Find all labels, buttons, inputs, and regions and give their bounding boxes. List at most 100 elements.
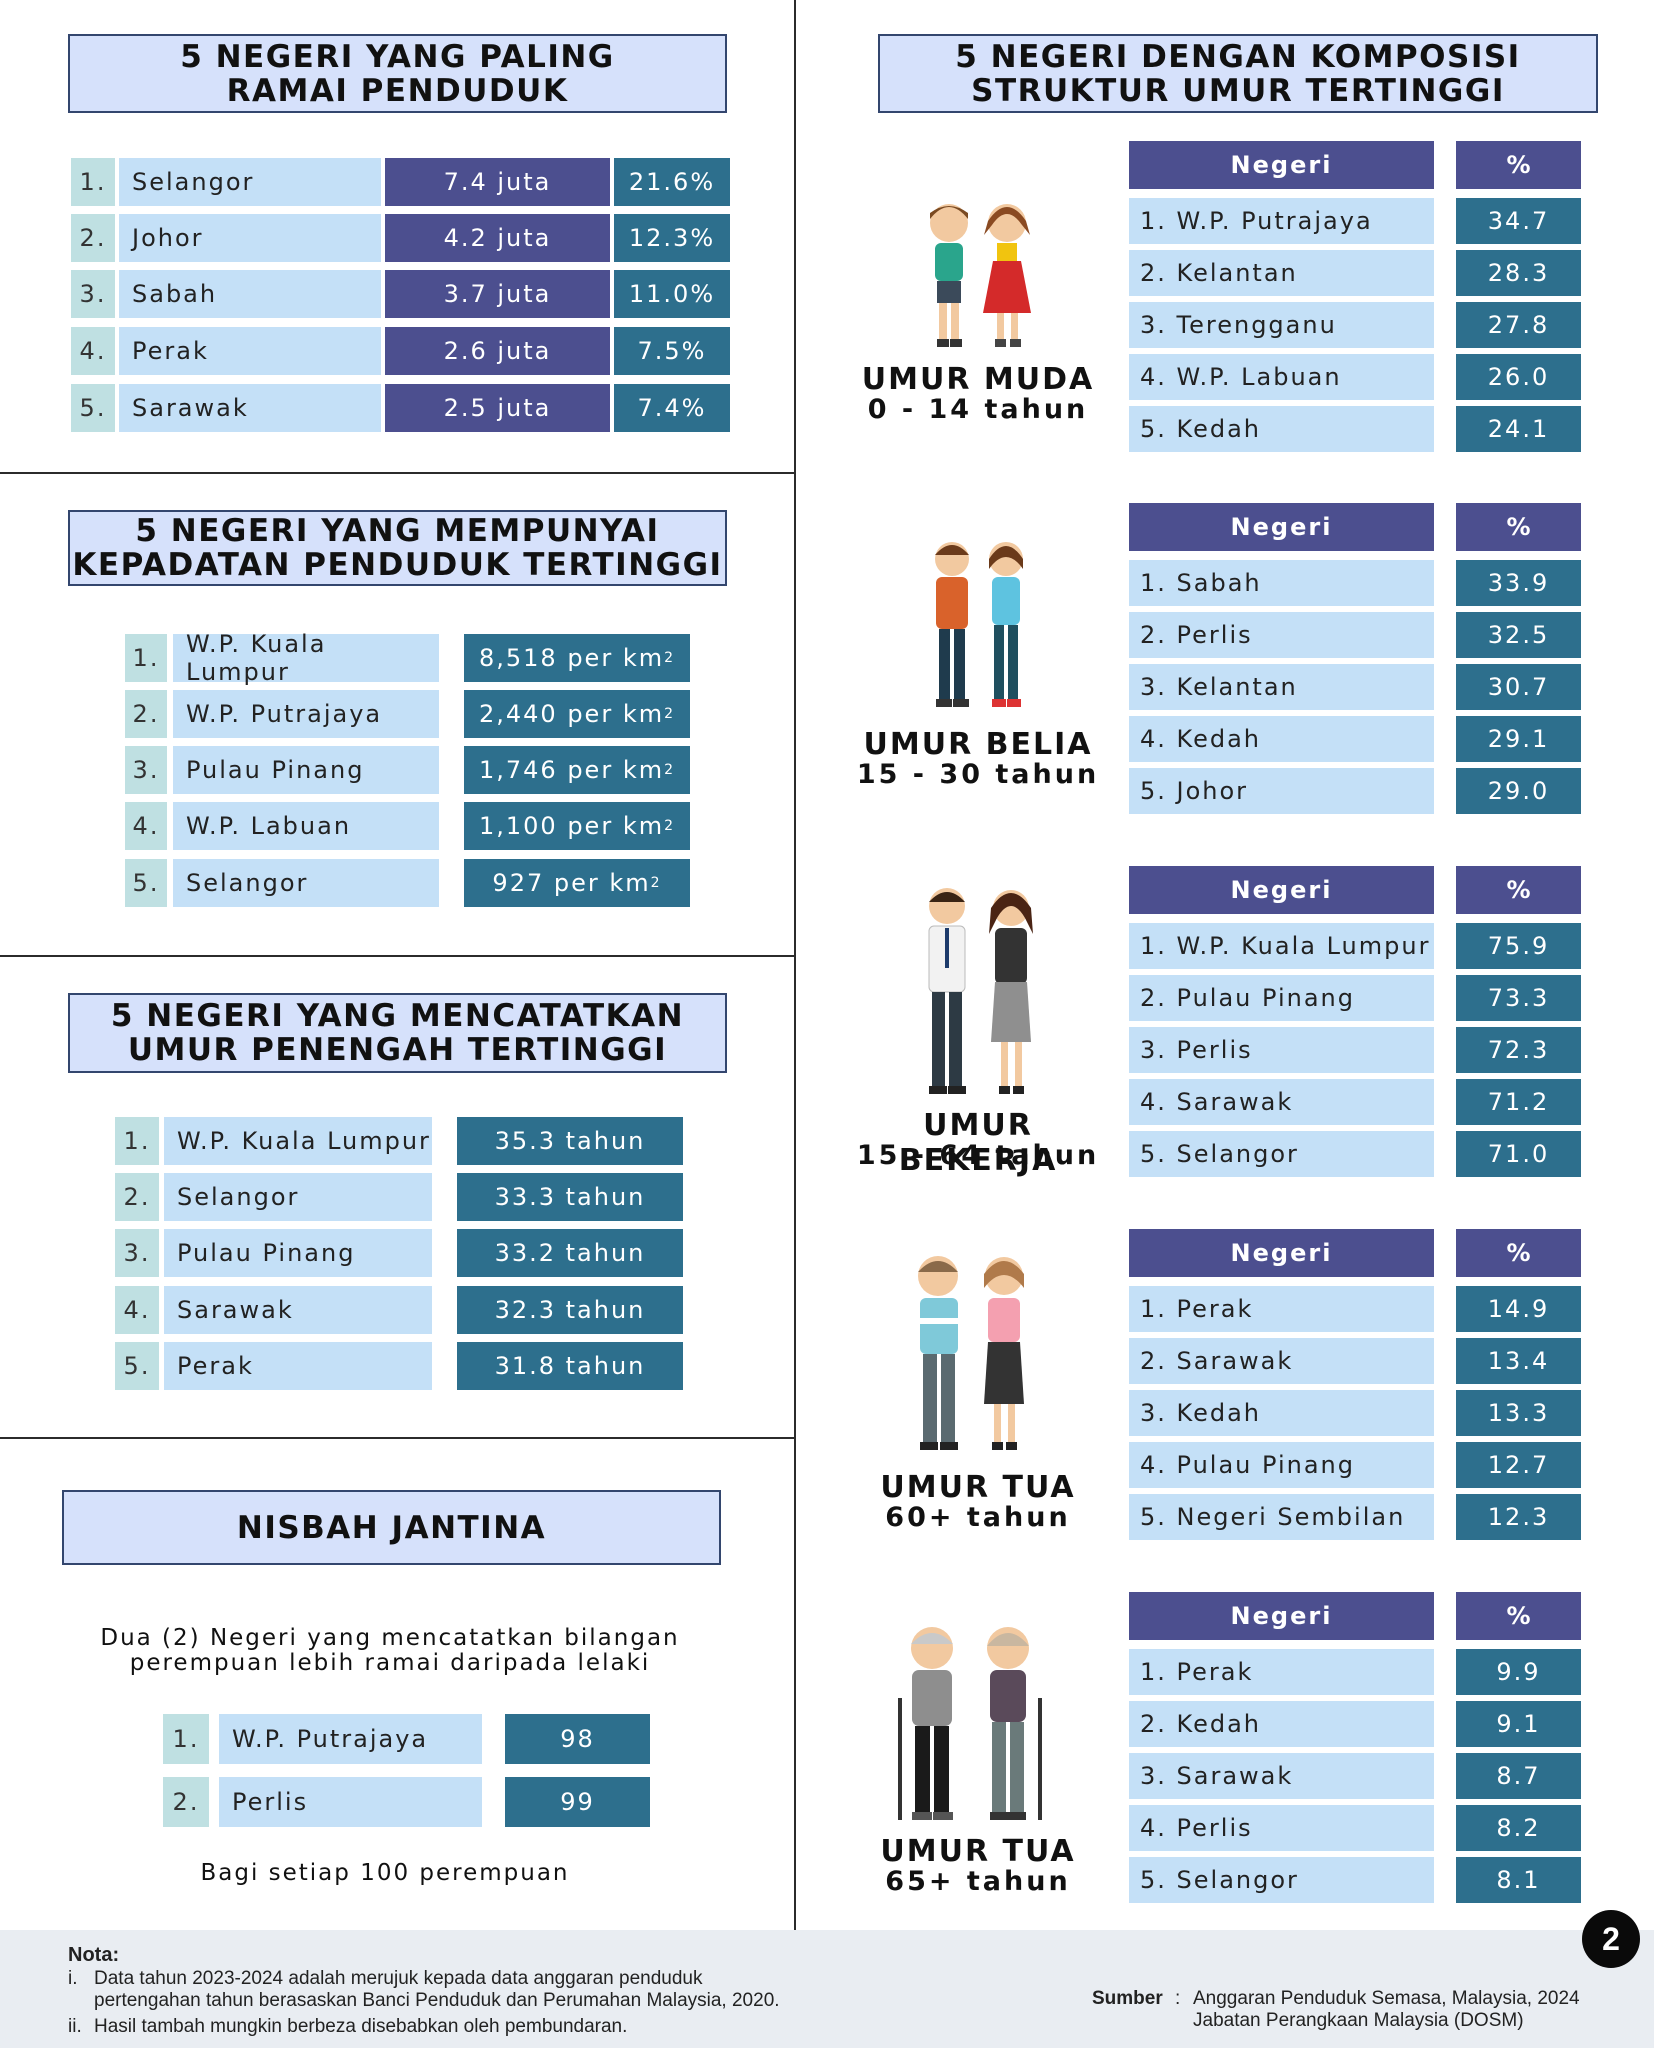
note1-line2: pertengahan tahun berasaskan Banci Pendu…	[94, 1990, 780, 2011]
state-name: 5. Negeri Sembilan	[1129, 1494, 1434, 1540]
state-name: W.P. Putrajaya	[219, 1714, 482, 1764]
population-percent: 21.6%	[614, 158, 730, 206]
percent-value: 13.3	[1456, 1390, 1581, 1436]
rank-number: 2.	[125, 690, 167, 738]
percent-value: 30.7	[1456, 664, 1581, 710]
section-divider	[0, 1437, 795, 1439]
sex-ratio-description: Dua (2) Negeri yang mencatatkan bilangan…	[60, 1626, 720, 1676]
rank-number: 5.	[115, 1342, 159, 1390]
sex-ratio-desc-line2: perempuan lebih ramai daripada lelaki	[129, 1650, 651, 1676]
rank-number: 3.	[125, 746, 167, 794]
column-header-percent: %	[1456, 503, 1581, 551]
state-name: 5. Kedah	[1129, 406, 1434, 452]
age-group-range: 0 - 14 tahun	[867, 394, 1089, 425]
note1-line1: Data tahun 2023-2024 adalah merujuk kepa…	[94, 1968, 703, 1989]
state-name: Perlis	[219, 1777, 482, 1827]
state-name: 3. Perlis	[1129, 1027, 1434, 1073]
state-name: Johor	[119, 214, 381, 262]
median-age-value: 35.3 tahun	[457, 1117, 683, 1165]
state-name: W.P. Putrajaya	[173, 690, 439, 738]
population-value: 7.4 juta	[385, 158, 610, 206]
age-group-label: UMUR TUA	[880, 1470, 1076, 1505]
density-value-text: 8,518 per km	[478, 644, 665, 672]
percent-value: 8.2	[1456, 1805, 1581, 1851]
state-name: 1. Perak	[1129, 1286, 1434, 1332]
state-name: 4. Perlis	[1129, 1805, 1434, 1851]
state-name: 3. Kedah	[1129, 1390, 1434, 1436]
percent-value: 9.9	[1456, 1649, 1581, 1695]
rank-number: 1.	[115, 1117, 159, 1165]
percent-value: 13.4	[1456, 1338, 1581, 1384]
state-name: 1. W.P. Putrajaya	[1129, 198, 1434, 244]
percent-value: 8.7	[1456, 1753, 1581, 1799]
column-header-negeri: Negeri	[1129, 866, 1434, 914]
sex-ratio-value: 99	[505, 1777, 650, 1827]
state-name: Selangor	[173, 859, 439, 907]
children-illustration-icon	[930, 204, 1031, 347]
population-percent: 12.3%	[614, 214, 730, 262]
state-name: 5. Selangor	[1129, 1857, 1434, 1903]
state-name: 4. Pulau Pinang	[1129, 1442, 1434, 1488]
rank-number: 2.	[163, 1777, 209, 1827]
state-name: Sarawak	[119, 384, 381, 432]
state-name: 1. W.P. Kuala Lumpur	[1129, 923, 1434, 969]
age-group-label: UMUR BEKERJA	[898, 1108, 1058, 1178]
state-name: Selangor	[164, 1173, 432, 1221]
median-age-value: 31.8 tahun	[457, 1342, 683, 1390]
rank-number: 3.	[115, 1229, 159, 1277]
population-percent: 7.4%	[614, 384, 730, 432]
state-name: 1. Perak	[1129, 1649, 1434, 1695]
median-age-title-line1: 5 NEGERI YANG MENCATATKAN	[110, 998, 685, 1034]
state-name: W.P. Kuala Lumpur	[173, 630, 439, 686]
elderly-65-illustration-icon	[898, 1627, 1042, 1820]
state-name: 3. Terengganu	[1129, 302, 1434, 348]
age-structure-title: 5 NEGERI DENGAN KOMPOSISI STRUKTUR UMUR …	[878, 34, 1598, 113]
percent-value: 12.7	[1456, 1442, 1581, 1488]
density-value: 2,440 per km 2	[464, 690, 690, 738]
density-value: 927 per km 2	[464, 859, 690, 907]
age-group-label: UMUR MUDA	[861, 362, 1095, 397]
percent-value: 12.3	[1456, 1494, 1581, 1540]
percent-value: 29.1	[1456, 716, 1581, 762]
age-group-range: 60+ tahun	[885, 1502, 1071, 1533]
percent-value: 26.0	[1456, 354, 1581, 400]
state-name: 5. Johor	[1129, 768, 1434, 814]
column-header-percent: %	[1456, 1592, 1581, 1640]
age-structure-title-line2: STRUKTUR UMUR TERTINGGI	[971, 72, 1505, 109]
density-value: 1,746 per km 2	[464, 746, 690, 794]
working-age-illustration-icon	[928, 888, 1033, 1094]
state-name: Sarawak	[164, 1286, 432, 1334]
state-name: 2. Perlis	[1129, 612, 1434, 658]
page-number-badge: 2	[1582, 1910, 1640, 1968]
state-name: Pulau Pinang	[173, 746, 439, 794]
percent-value: 32.5	[1456, 612, 1581, 658]
percent-value: 34.7	[1456, 198, 1581, 244]
population-percent: 11.0%	[614, 270, 730, 318]
section-divider	[0, 472, 795, 474]
percent-value: 14.9	[1456, 1286, 1581, 1332]
rank-number: 1.	[71, 158, 115, 206]
age-structure-title-line1: 5 NEGERI DENGAN KOMPOSISI	[955, 38, 1521, 75]
populous-title-line2: RAMAI PENDUDUK	[226, 72, 569, 109]
percent-value: 29.0	[1456, 768, 1581, 814]
age-group-range: 15 - 64 tahun	[856, 1140, 1100, 1171]
state-name: Pulau Pinang	[164, 1229, 432, 1277]
percent-value: 24.1	[1456, 406, 1581, 452]
column-header-negeri: Negeri	[1129, 141, 1434, 189]
state-name: Perak	[119, 327, 381, 375]
state-name: 2. Pulau Pinang	[1129, 975, 1434, 1021]
footer	[0, 1930, 1654, 2048]
median-age-value: 33.3 tahun	[457, 1173, 683, 1221]
median-age-title-line2: UMUR PENENGAH TERTINGGI	[127, 1032, 668, 1068]
percent-value: 71.2	[1456, 1079, 1581, 1125]
state-name: 4. Kedah	[1129, 716, 1434, 762]
percent-value: 33.9	[1456, 560, 1581, 606]
state-name: 2. Kelantan	[1129, 250, 1434, 296]
sex-ratio-note: Bagi setiap 100 perempuan	[200, 1860, 570, 1886]
density-value-text: 1,746 per km	[478, 756, 665, 784]
sex-ratio-title: NISBAH JANTINA	[62, 1490, 721, 1565]
age-group-range: 15 - 30 tahun	[856, 759, 1100, 790]
state-name: 2. Sarawak	[1129, 1338, 1434, 1384]
percent-value: 71.0	[1456, 1131, 1581, 1177]
nota-label: Nota:	[68, 1944, 120, 1966]
